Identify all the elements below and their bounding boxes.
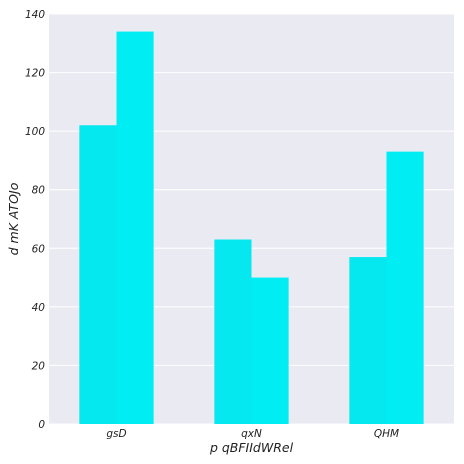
y-tick-label: 80 <box>32 185 46 197</box>
x-tick-label: gsD <box>106 428 126 440</box>
x-tick-label: QHM <box>374 428 399 440</box>
y-tick-label: 140 <box>25 9 45 21</box>
y-tick-label: 60 <box>32 243 46 255</box>
y-tick-labels: 0 20 40 60 80 100 120 140 <box>25 9 45 431</box>
bar <box>386 151 424 424</box>
y-tick-label: 100 <box>25 126 45 138</box>
x-axis-label: p qBFIIdWRel <box>209 440 294 455</box>
bar <box>79 125 117 425</box>
x-tick-labels: gsD qxN QHM <box>106 428 399 440</box>
bar <box>214 239 252 424</box>
bars <box>79 31 424 425</box>
y-tick-label: 40 <box>32 302 46 314</box>
y-axis-label: d mK ATOJo <box>6 182 21 255</box>
y-tick-label: 0 <box>38 419 45 431</box>
y-tick-label: 120 <box>25 68 45 80</box>
bar <box>251 277 289 424</box>
x-tick-label: qxN <box>241 428 262 440</box>
bar <box>349 257 387 424</box>
bar <box>116 31 154 424</box>
y-tick-label: 20 <box>32 360 46 372</box>
